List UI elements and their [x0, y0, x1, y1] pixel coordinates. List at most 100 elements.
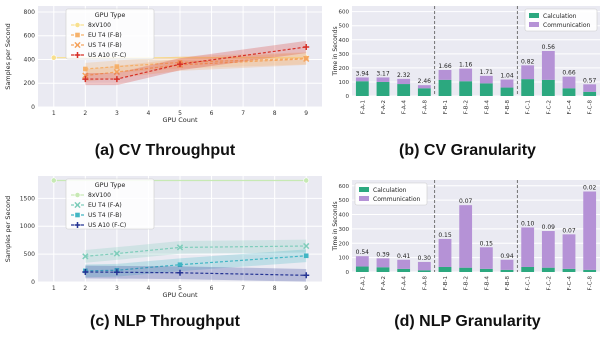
- bar-value-label: 0.56: [542, 44, 556, 51]
- y-tick-label: 0: [31, 104, 35, 111]
- bar-calculation: [459, 81, 473, 96]
- y-tick-label: 0: [346, 94, 350, 100]
- bar-calculation: [500, 87, 514, 96]
- x-tick-label: F-B-4: [484, 276, 490, 291]
- legend-swatch: [529, 22, 539, 27]
- legend-box: [354, 182, 428, 206]
- data-point: [113, 269, 120, 276]
- bar-communication: [562, 76, 576, 89]
- chart-nlp-throughput: 1 2 3 4 5 6 7 8 9 0 500 1000 1500 GPU Count Samples pe…: [4, 176, 322, 299]
- y-axis-label: Time in Seconds: [332, 201, 339, 251]
- legend-marker: [74, 52, 81, 58]
- bar-value-label: 0.94: [500, 253, 514, 260]
- legend-label: US T4 (F-B): [88, 42, 122, 49]
- series-line: [85, 46, 307, 80]
- data-point: [50, 54, 57, 61]
- x-tick-label: 5: [178, 285, 182, 292]
- legend-label: US T4 (F-B): [88, 212, 122, 219]
- x-tick-label: 4: [147, 285, 151, 292]
- data-point: [303, 55, 310, 63]
- y-axis-label: Samples per Second: [4, 23, 12, 90]
- bar-calculation: [355, 266, 369, 272]
- x-tick-label: F-A-4: [402, 276, 408, 291]
- x-tick-label: F-A-4: [402, 100, 408, 115]
- data-point: [303, 272, 310, 279]
- bar-communication: [417, 261, 431, 271]
- bar-calculation: [500, 269, 514, 272]
- bar-calculation: [355, 81, 369, 96]
- x-tick-label: 2: [83, 285, 87, 292]
- panel-cv-throughput: 1 2 3 4 5 6 7 8 9 0 200 400 600 800 GPU Count Samples p…: [0, 0, 330, 125]
- bar-calculation: [541, 267, 555, 272]
- data-point: [50, 177, 57, 184]
- bar-communication: [500, 79, 514, 88]
- bar-communication: [521, 227, 535, 267]
- x-tick-label: F-C-4: [567, 100, 573, 115]
- bar-communication: [541, 51, 555, 80]
- chart-nlp-granularity: 0 100 200 300 400 500 600 Time in Seconds 0.54 F-…: [332, 180, 600, 291]
- y-tick-label: 0: [31, 279, 35, 286]
- y-tick-label: 600: [339, 184, 350, 190]
- data-point: [82, 253, 89, 260]
- x-tick-label: 7: [241, 285, 245, 292]
- y-tick-label: 200: [24, 80, 36, 87]
- bar-value-label: 3.17: [376, 70, 390, 77]
- y-tick-label: 600: [24, 33, 36, 40]
- bar-communication: [438, 238, 452, 267]
- legend-swatch: [359, 187, 369, 192]
- y-tick-label: 400: [339, 38, 350, 44]
- data-point: [303, 43, 310, 50]
- bar-communication: [500, 259, 514, 270]
- bar-communication: [438, 69, 452, 80]
- bar-value-label: 0.15: [480, 240, 494, 247]
- bar-communication: [355, 256, 369, 267]
- x-tick-label: 8: [273, 285, 277, 292]
- data-point: [82, 76, 89, 83]
- x-tick-label: F-C-1: [526, 276, 532, 290]
- legend-label: Calculation: [373, 187, 407, 194]
- x-tick-label: 9: [304, 110, 308, 117]
- y-tick-label: 400: [24, 56, 36, 63]
- bar-value-label: 2.46: [418, 78, 432, 85]
- x-axis-label: GPU Count: [162, 116, 198, 124]
- data-point: [303, 177, 310, 184]
- bar-calculation: [376, 267, 390, 272]
- y-tick-label: 500: [339, 24, 350, 30]
- bar-calculation: [479, 268, 493, 272]
- data-point: [177, 61, 183, 68]
- caption-nlp-throughput: (c) NLP Throughput: [90, 313, 240, 330]
- bar-calculation: [376, 81, 390, 96]
- bar-communication: [355, 77, 369, 82]
- legend-marker: [74, 222, 81, 228]
- legend-swatch: [359, 196, 369, 201]
- bar-communication: [376, 77, 390, 82]
- bar-calculation: [583, 269, 597, 272]
- x-tick-label: 5: [178, 110, 182, 117]
- bar-value-label: 1.16: [459, 62, 473, 69]
- data-point: [177, 269, 183, 276]
- legend-label: EU T4 (F-B): [88, 32, 122, 39]
- y-tick-label: 300: [339, 227, 350, 233]
- bar-calculation: [438, 79, 452, 96]
- legend-label: EU T4 (F-A): [88, 202, 122, 209]
- data-point: [176, 244, 184, 251]
- data-point: [82, 268, 89, 275]
- y-tick-label: 0: [346, 270, 350, 276]
- legend-marker: [74, 192, 81, 198]
- bar-communication: [583, 84, 597, 92]
- bar-communication: [459, 205, 473, 268]
- y-tick-label: 300: [339, 52, 350, 58]
- bar-value-label: 2.32: [397, 72, 411, 79]
- confidence-band: [85, 239, 307, 263]
- legend-title: GPU Type: [95, 11, 126, 19]
- y-axis-label: Time in Seconds: [332, 26, 339, 76]
- panel-nlp-throughput: 1 2 3 4 5 6 7 8 9 0 500 1000 1500 GPU Count Samples pe…: [0, 170, 330, 300]
- y-tick-label: 200: [339, 66, 350, 72]
- bar-value-label: 1.04: [500, 73, 514, 80]
- bar-value-label: 0.39: [376, 251, 390, 258]
- bar-value-label: 0.30: [418, 255, 432, 262]
- bar-calculation: [583, 91, 597, 96]
- bar-communication: [376, 258, 390, 268]
- legend-label: US A10 (F-C): [88, 52, 126, 59]
- bar-communication: [521, 65, 535, 80]
